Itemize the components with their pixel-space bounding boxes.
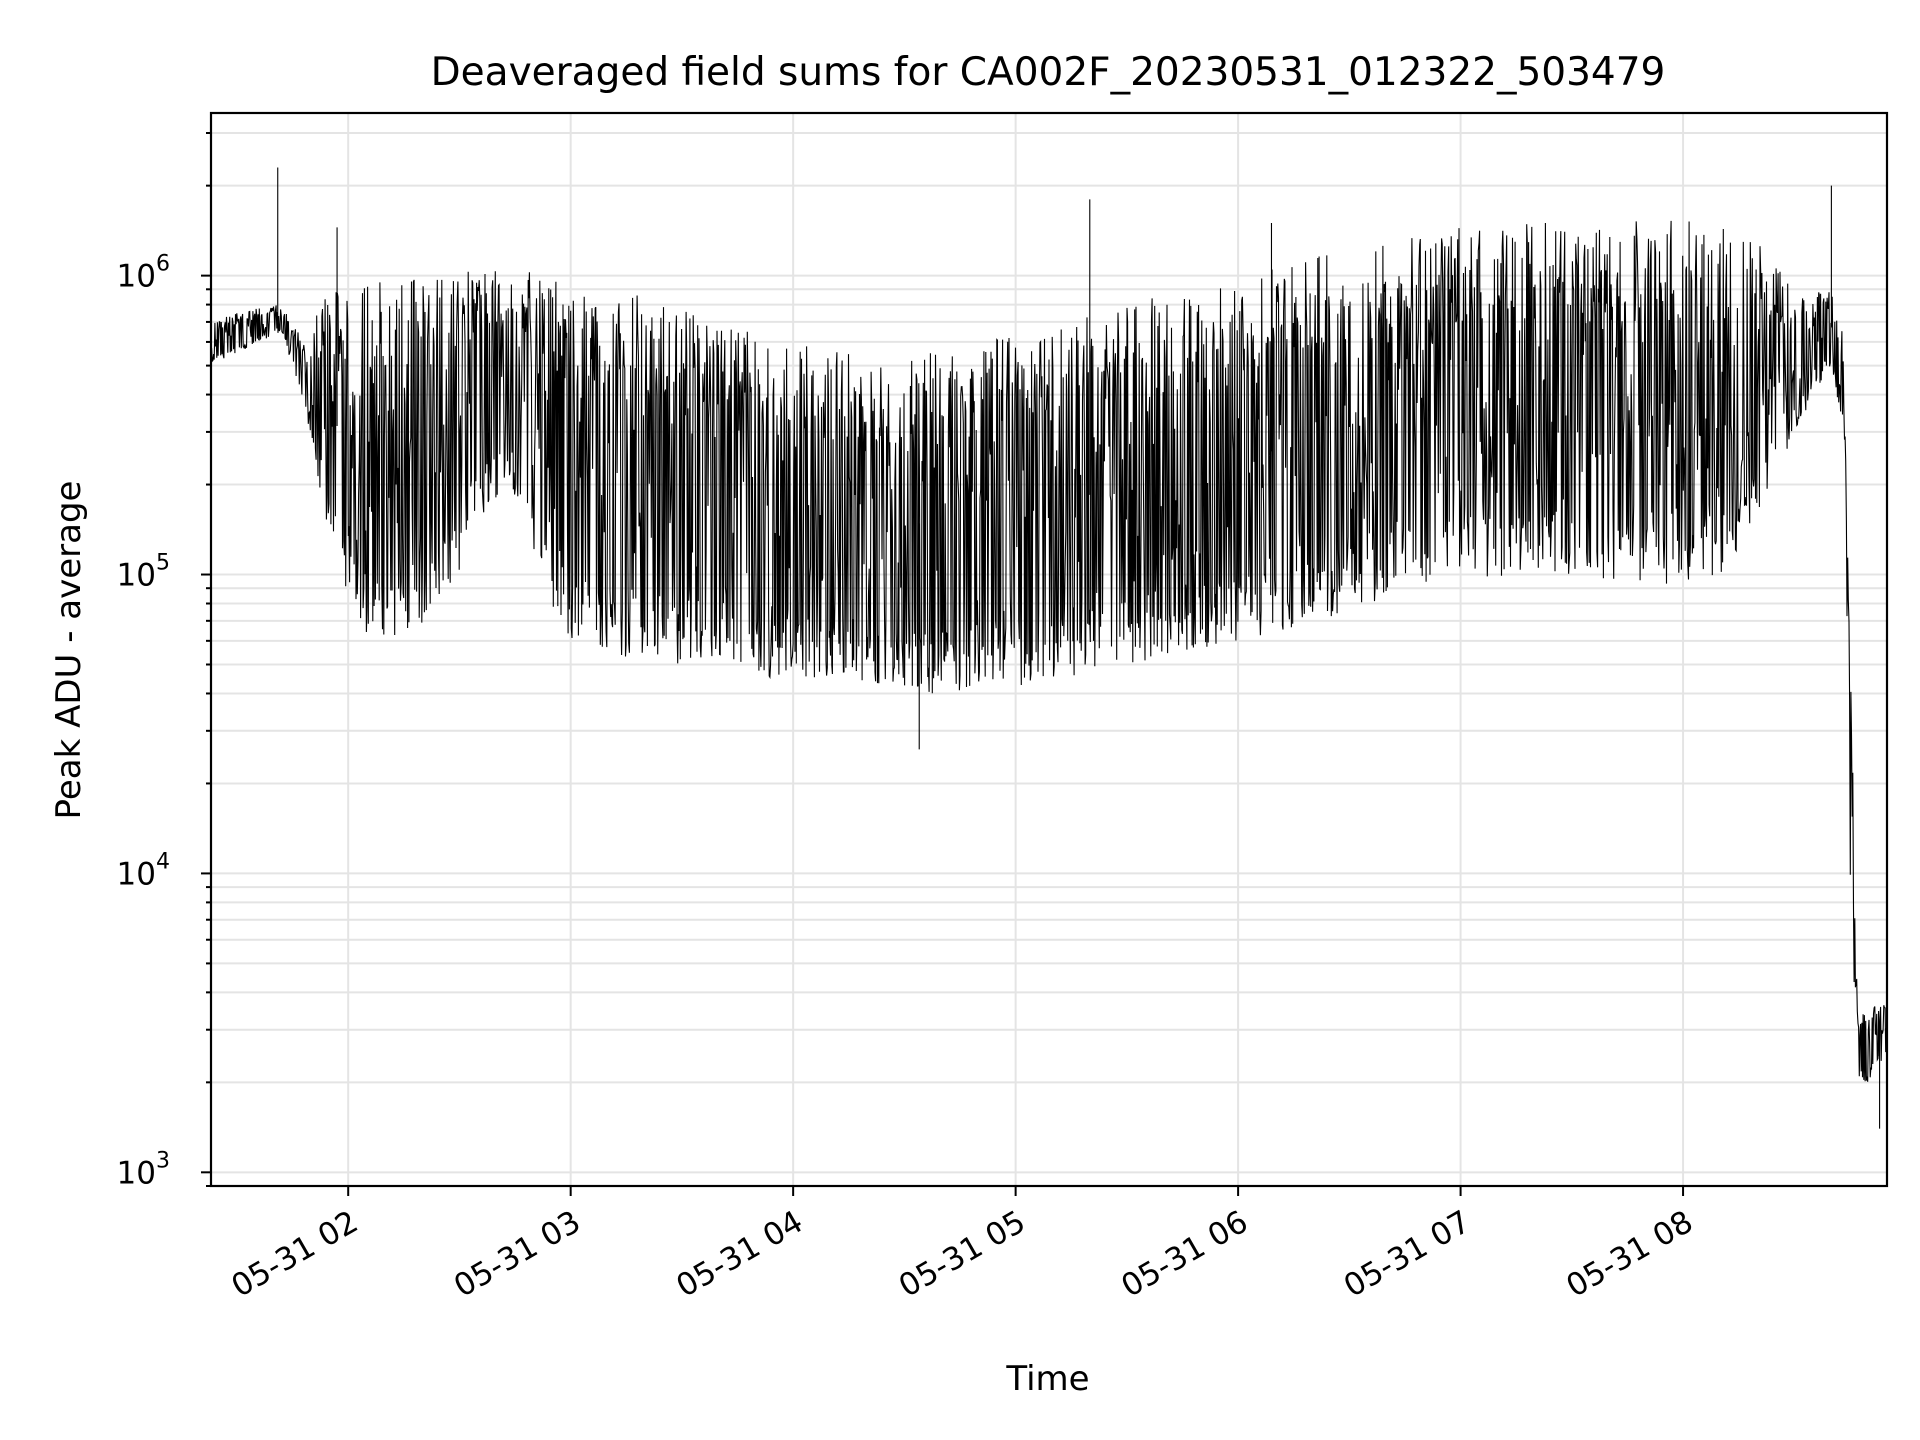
y-tick-label: 103 [117, 1148, 170, 1191]
x-tick-label: 05-31 07 [1338, 1204, 1477, 1305]
y-tick-label: 106 [117, 252, 170, 295]
x-axis: 05-31 02 05-31 03 05-31 04 05-31 05 05-31 06… [225, 1186, 1699, 1305]
y-axis-label: Peak ADU - average [49, 481, 89, 820]
x-tick-label: 05-31 03 [448, 1204, 587, 1305]
x-tick-label: 05-31 02 [225, 1204, 364, 1305]
x-tick-label: 05-31 05 [893, 1204, 1032, 1305]
series-line [210, 220, 1888, 1082]
chart-title: Deaveraged field sums for CA002F_2023053… [431, 50, 1666, 95]
x-tick-label: 05-31 08 [1560, 1204, 1699, 1305]
y-tick-label: 104 [117, 849, 170, 892]
y-axis: 103 104 105 106 [117, 132, 211, 1191]
plot-frame [209, 111, 1889, 1188]
data-series [210, 167, 1888, 1129]
x-axis-label: Time [1005, 1359, 1089, 1399]
x-tick-label: 05-31 04 [670, 1204, 809, 1305]
x-tick-label: 05-31 06 [1115, 1204, 1254, 1305]
y-tick-label: 105 [117, 551, 170, 594]
